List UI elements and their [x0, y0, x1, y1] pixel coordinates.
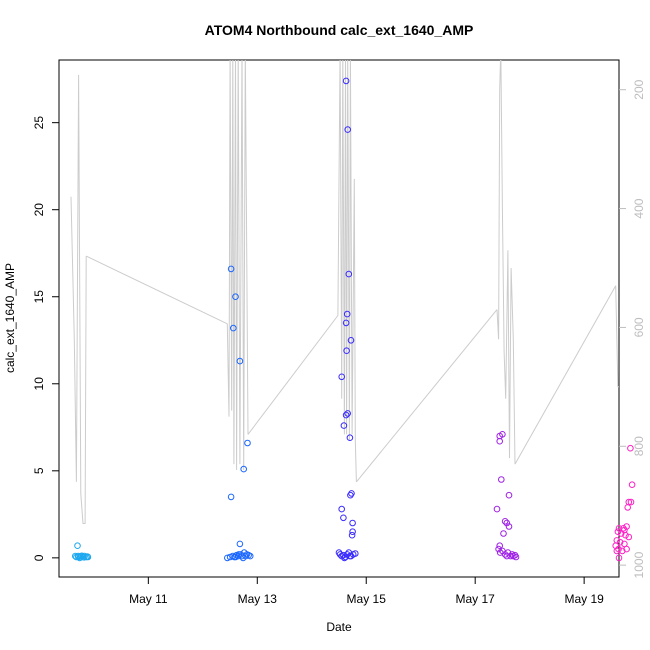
data-point [344, 410, 352, 417]
depth-line-segment [615, 285, 619, 388]
data-point [614, 528, 622, 536]
data-point [503, 552, 511, 560]
data-point [342, 411, 350, 419]
data-point [343, 310, 351, 318]
data-point [624, 504, 632, 511]
depth-line-segment [496, 60, 516, 465]
data-point [336, 551, 344, 558]
data-point [74, 542, 81, 550]
right-y-tick-label: 800 [632, 436, 646, 456]
data-point [338, 505, 346, 513]
x-tick-label: May 13 [238, 592, 278, 606]
data-point [505, 523, 513, 530]
x-tick-label: May 19 [564, 592, 604, 606]
data-point [503, 519, 511, 527]
depth-line-segment [514, 285, 617, 465]
right-y-tick-label: 600 [632, 317, 646, 337]
depth-line-segment [337, 60, 357, 482]
data-point [627, 444, 634, 452]
depth-line-segment [70, 74, 87, 524]
data-point [227, 265, 235, 273]
data-point [84, 553, 91, 560]
right-y-tick-label: 1000 [632, 551, 646, 578]
x-axis-label: Date [326, 620, 352, 634]
data-point [496, 542, 504, 550]
y-axis-label: calc_ext_1640_AMP [3, 263, 17, 373]
data-point [615, 545, 622, 553]
data-point [244, 439, 251, 447]
plot-area [58, 59, 620, 578]
depth-line-layer [70, 60, 619, 524]
data-point [344, 126, 352, 133]
data-point [505, 491, 513, 499]
y-tick-label: 0 [32, 554, 46, 561]
x-tick-label: May 15 [347, 592, 387, 606]
x-axis: May 11 May 13 May 15 May 17 May 19 [129, 577, 604, 606]
data-point [80, 554, 88, 561]
data-point [352, 550, 359, 557]
x-tick-label: May 11 [129, 592, 168, 606]
data-point [236, 357, 244, 365]
data-point [232, 293, 239, 301]
data-point [498, 476, 505, 483]
data-point [349, 519, 356, 527]
data-point [346, 434, 354, 442]
data-point [227, 493, 235, 501]
data-point [348, 531, 356, 539]
data-point [627, 498, 635, 506]
data-point [342, 77, 350, 85]
data-point [501, 518, 509, 525]
data-point [345, 270, 353, 278]
data-point [346, 552, 354, 560]
y-tick-label: 25 [32, 116, 46, 130]
data-point [349, 528, 356, 536]
y-tick-label: 5 [32, 467, 46, 474]
depth-line-segment [85, 255, 228, 325]
scatter-points-layer [72, 77, 636, 562]
data-point [343, 347, 350, 355]
data-point [499, 431, 506, 438]
data-point [340, 422, 348, 429]
data-point [616, 538, 624, 546]
x-tick-label: May 17 [456, 592, 496, 606]
data-point [617, 530, 625, 537]
depth-line-segment [226, 60, 249, 471]
data-point [348, 490, 355, 497]
chart-title: ATOM4 Northbound calc_ext_1640_AMP [205, 22, 474, 38]
y-tick-label: 20 [32, 203, 46, 217]
right-y-tick-label: 200 [632, 79, 646, 99]
data-point [623, 545, 630, 553]
data-point [235, 551, 243, 558]
right-y-tick-label: 400 [632, 198, 646, 218]
data-point [496, 437, 504, 445]
data-point [246, 552, 254, 560]
data-point [230, 324, 237, 332]
data-point [345, 549, 353, 556]
data-point [338, 373, 346, 381]
y-axis: 0 5 10 15 20 25 [32, 116, 59, 561]
y-tick-label: 10 [32, 377, 46, 391]
data-point [342, 319, 350, 327]
right-y-axis: 200 400 600 800 1000 [619, 79, 646, 578]
depth-line-segment [247, 315, 339, 435]
data-point [625, 533, 633, 541]
data-point [500, 530, 507, 537]
data-point [340, 514, 347, 522]
data-point [613, 547, 621, 555]
data-point [347, 337, 355, 344]
data-point [240, 465, 247, 473]
data-point [236, 540, 244, 548]
y-tick-label: 15 [32, 290, 46, 304]
depth-line-segment [356, 309, 498, 483]
data-point [623, 523, 630, 530]
data-point [615, 554, 623, 562]
data-point [628, 481, 636, 489]
data-point [239, 554, 247, 562]
data-point [622, 531, 629, 539]
data-point [493, 505, 501, 513]
data-point [495, 545, 502, 553]
